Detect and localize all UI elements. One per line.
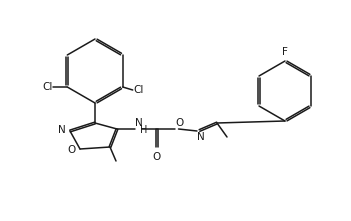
- Text: N: N: [135, 118, 143, 128]
- Text: F: F: [282, 47, 288, 57]
- Text: N: N: [58, 125, 66, 135]
- Text: O: O: [176, 118, 184, 128]
- Text: O: O: [153, 152, 161, 162]
- Text: O: O: [68, 145, 76, 155]
- Text: N: N: [198, 131, 205, 141]
- Text: Cl: Cl: [134, 85, 144, 95]
- Text: Cl: Cl: [42, 82, 52, 92]
- Text: H: H: [140, 125, 148, 135]
